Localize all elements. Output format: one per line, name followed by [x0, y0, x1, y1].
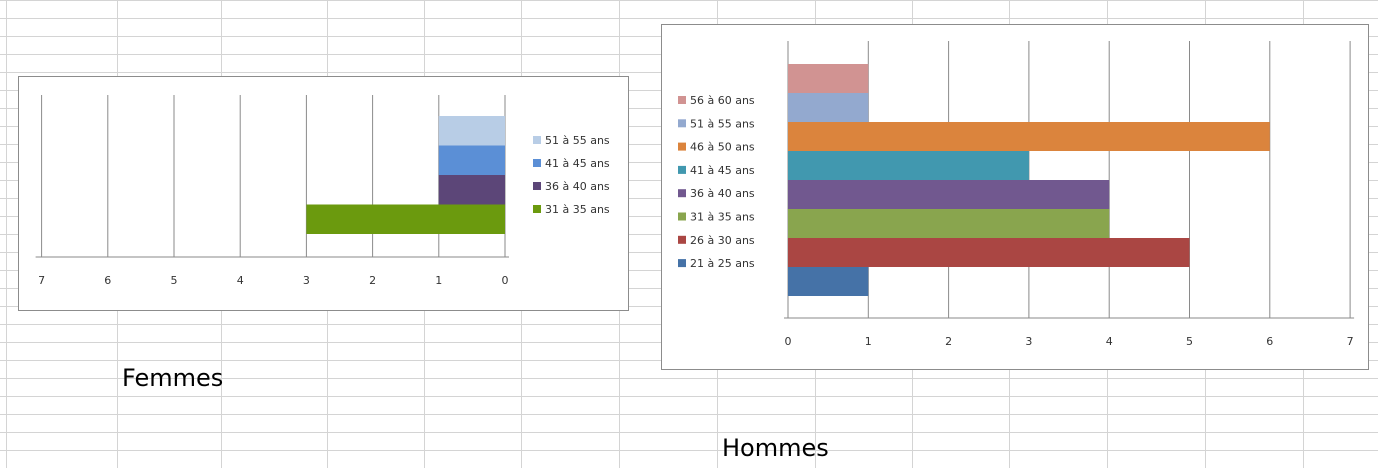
- legend-swatch: [678, 142, 686, 151]
- legend-label: 41 à 45 ans: [545, 157, 610, 170]
- legend-swatch: [678, 189, 686, 198]
- bar-31-à-35-ans: [788, 209, 1110, 238]
- legend-swatch: [678, 165, 686, 174]
- bar-36-à-40-ans: [438, 175, 505, 205]
- x-tick-label: 1: [435, 274, 442, 287]
- legend-label: 36 à 40 ans: [690, 187, 755, 200]
- chart-hommes-plot: 0 1 2 3 4 5 6 7 56 à 60 ans 51 à 55 ans 46 à 50 an…: [678, 41, 1355, 348]
- legend-swatch: [678, 259, 686, 268]
- x-tick-label: 0: [785, 335, 792, 348]
- legend-label: 56 à 60 ans: [690, 94, 755, 107]
- bar-31-à-35-ans: [306, 204, 505, 234]
- legend-swatch: [533, 182, 541, 190]
- bar-41-à-45-ans: [438, 145, 505, 175]
- legend-swatch: [678, 96, 686, 104]
- bar-41-à-45-ans: [788, 151, 1029, 180]
- legend-label: 51 à 55 ans: [545, 134, 610, 147]
- x-tick-label: 4: [1106, 335, 1113, 348]
- x-tick-label: 3: [1025, 335, 1032, 348]
- legend-label: 31 à 35 ans: [690, 211, 755, 224]
- label-hommes: Hommes: [722, 434, 829, 462]
- legend-label: 51 à 55 ans: [690, 117, 755, 130]
- x-tick-label: 5: [171, 274, 178, 287]
- x-tick-label: 2: [945, 335, 952, 348]
- legend-swatch: [678, 235, 686, 244]
- bar-26-à-30-ans: [788, 238, 1190, 267]
- legend-swatch: [678, 212, 686, 221]
- legend-swatch: [533, 159, 541, 167]
- bar-51-à-55-ans: [788, 93, 869, 122]
- legend-label: 41 à 45 ans: [690, 164, 755, 177]
- bar-21-à-25-ans: [788, 267, 869, 296]
- bar-46-à-50-ans: [788, 122, 1270, 151]
- x-tick-label: 7: [38, 274, 45, 287]
- chart-femmes[interactable]: 7 6 5 4 3 2 1 0 51 à 55 ans 41 à 45 ans 36 à 40 an…: [18, 76, 629, 311]
- legend-label: 26 à 30 ans: [690, 234, 755, 247]
- bar-56-à-60-ans: [788, 64, 869, 93]
- x-tick-label: 5: [1186, 335, 1193, 348]
- bar-36-à-40-ans: [788, 180, 1110, 209]
- legend-swatch: [533, 136, 541, 144]
- legend-label: 36 à 40 ans: [545, 180, 610, 193]
- x-tick-label: 1: [865, 335, 872, 348]
- legend-label: 31 à 35 ans: [545, 203, 610, 216]
- x-tick-label: 3: [303, 274, 310, 287]
- label-femmes: Femmes: [122, 364, 224, 392]
- x-tick-label: 0: [502, 274, 509, 287]
- x-tick-label: 2: [369, 274, 376, 287]
- x-tick-label: 4: [237, 274, 244, 287]
- x-tick-label: 6: [104, 274, 111, 287]
- x-tick-label: 7: [1347, 335, 1354, 348]
- legend-label: 21 à 25 ans: [690, 257, 755, 270]
- legend-swatch: [678, 119, 686, 128]
- bar-51-à-55-ans: [438, 116, 505, 146]
- legend-label: 46 à 50 ans: [690, 141, 755, 154]
- chart-femmes-plot: 7 6 5 4 3 2 1 0 51 à 55 ans 41 à 45 ans 36 à 40 an…: [35, 95, 610, 287]
- legend-swatch: [533, 205, 541, 213]
- chart-hommes[interactable]: 0 1 2 3 4 5 6 7 56 à 60 ans 51 à 55 ans 46 à 50 an…: [661, 24, 1369, 370]
- x-tick-label: 6: [1266, 335, 1273, 348]
